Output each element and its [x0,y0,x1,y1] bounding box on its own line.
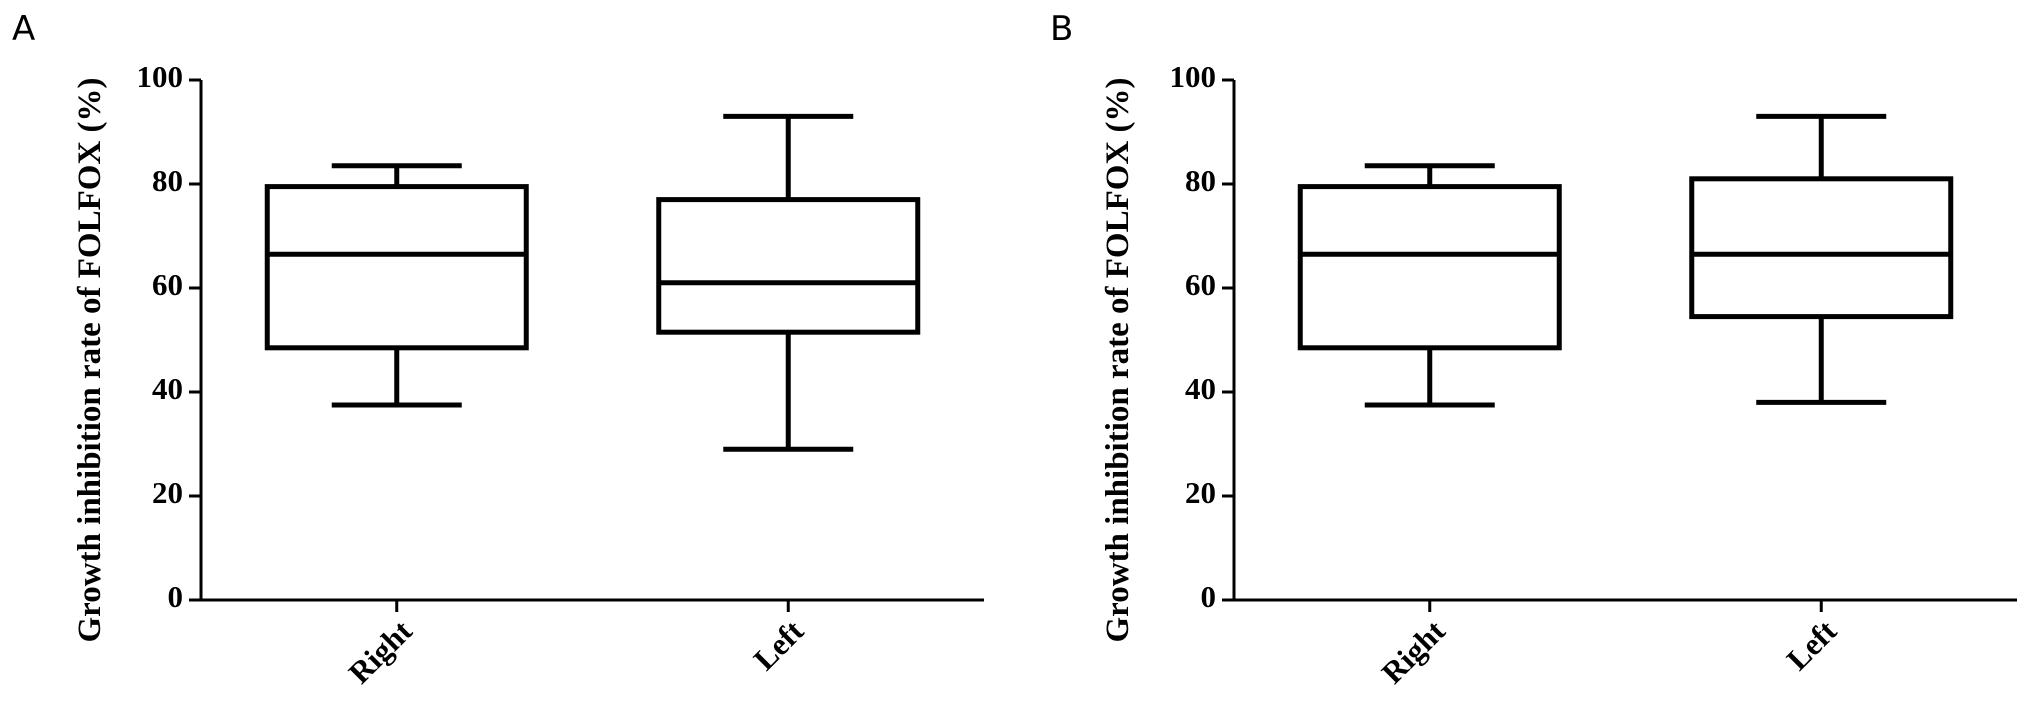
y-tick-label: 40 [1185,371,1216,406]
panel-label: A [12,9,35,49]
x-tick-label: Right [342,613,420,691]
y-tick-label: 40 [152,371,183,406]
y-tick-label: 60 [1185,267,1216,302]
y-axis-label: Growth inhibition rate of FOLFOX (%) [72,78,108,643]
panel: B Growth inhibition rate of FOLFOX (%) 0 20… [1050,9,2017,690]
y-tick-label: 60 [152,267,183,302]
y-tick-label: 0 [1201,579,1217,614]
y-tick-label: 0 [168,579,184,614]
box [1297,184,1562,351]
y-axis-label: Growth inhibition rate of FOLFOX (%) [1100,78,1136,643]
panel: A Growth inhibition rate of FOLFOX (%) 0 20… [12,9,984,690]
y-tick-label: 20 [1185,475,1216,510]
y-tick-label: 80 [152,163,183,198]
box [264,184,529,351]
y-tick-label: 20 [152,475,183,510]
x-tick-label: Right [1375,613,1453,691]
y-tick-label: 100 [1170,59,1217,94]
x-tick-label: Left [1780,613,1844,677]
y-tick-label: 100 [137,59,184,94]
panel-label: B [1050,9,1073,49]
y-tick-label: 80 [1185,163,1216,198]
box [656,197,921,335]
x-tick-label: Left [747,613,811,677]
box [1689,176,1954,320]
